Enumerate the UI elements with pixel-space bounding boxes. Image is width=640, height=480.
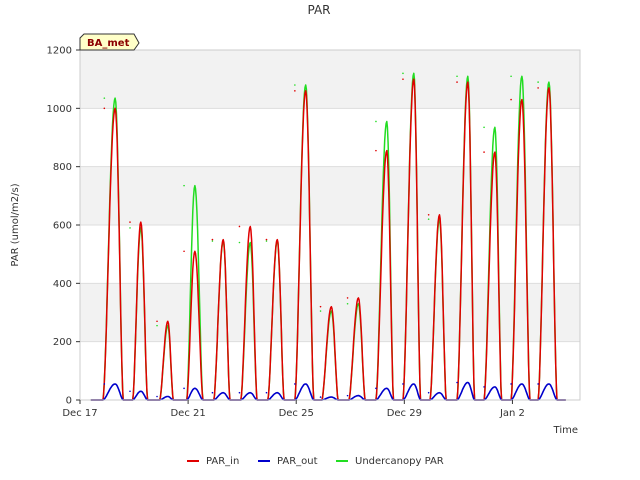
peak-point-out-4 <box>211 391 214 394</box>
peak-point-under-15 <box>510 75 512 78</box>
peak-point-in-3 <box>183 250 185 253</box>
peak-point-under-4 <box>211 240 214 242</box>
peak-point-out-9 <box>346 394 349 397</box>
legend: PAR_in PAR_out Undercanopy PAR <box>187 456 444 467</box>
x-tick-label: Jan 2 <box>499 408 525 419</box>
peak-point-in-7 <box>294 90 296 92</box>
peak-point-out-1 <box>129 390 131 393</box>
peak-point-in-6 <box>265 238 268 241</box>
peak-point-out-14 <box>483 386 485 388</box>
peak-point-out-13 <box>456 381 458 384</box>
y-axis-title: PAR (umol/m2/s) <box>10 183 21 266</box>
x-axis-ticks: Dec 17 Dec 21 Dec 25 Dec 29 Jan 2 <box>62 400 525 419</box>
peak-point-in-8 <box>319 305 322 308</box>
y-tick-label: 800 <box>53 162 72 173</box>
peak-point-under-1 <box>129 227 131 229</box>
par-in-line <box>90 78 566 401</box>
y-tick-label: 1000 <box>47 104 72 115</box>
peak-point-in-10 <box>375 149 377 152</box>
peak-point-out-5 <box>238 391 241 394</box>
peak-point-under-12 <box>427 218 430 220</box>
peak-point-under-7 <box>294 84 296 86</box>
peak-point-under-8 <box>319 310 322 312</box>
peak-point-in-12 <box>427 213 430 216</box>
peak-point-out-2 <box>156 395 158 398</box>
peak-point-out-8 <box>319 396 322 398</box>
peak-point-out-15 <box>510 383 512 385</box>
peak-point-out-10 <box>375 387 377 390</box>
peak-point-under-10 <box>375 120 377 123</box>
legend-label-par-out: PAR_out <box>277 456 318 467</box>
peak-point-in-0 <box>103 107 106 110</box>
peak-point-in-2 <box>156 320 158 323</box>
peak-point-under-0 <box>103 97 106 99</box>
plot-band <box>80 166 580 225</box>
peak-point-in-14 <box>483 151 485 153</box>
par-out-line <box>90 381 566 401</box>
x-tick-label: Dec 17 <box>62 408 97 419</box>
y-tick-label: 0 <box>66 396 72 407</box>
peak-point-in-15 <box>510 98 512 101</box>
peak-point-under-3 <box>183 184 185 187</box>
peak-point-in-4 <box>211 238 214 241</box>
legend-label-undercanopy-par: Undercanopy PAR <box>355 456 444 467</box>
x-tick-label: Dec 21 <box>170 408 205 419</box>
y-axis-ticks: 0 200 400 600 800 1000 1200 <box>47 46 80 407</box>
peak-point-in-11 <box>402 78 404 80</box>
peak-point-in-16 <box>537 87 539 89</box>
peak-point-in-9 <box>346 297 349 299</box>
peak-point-out-0 <box>103 383 106 385</box>
peak-point-under-11 <box>402 72 404 75</box>
badge-label: BA_met <box>87 38 130 49</box>
peak-point-under-5 <box>238 241 241 244</box>
peak-point-out-7 <box>294 383 296 385</box>
peak-point-under-13 <box>456 75 458 78</box>
badge-box <box>79 33 140 51</box>
chart-title: PAR <box>307 3 330 17</box>
peak-point-in-5 <box>238 225 241 228</box>
peak-point-out-3 <box>183 387 185 390</box>
y-tick-label: 400 <box>53 279 72 290</box>
series-par-out <box>90 381 566 401</box>
x-tick-label: Dec 25 <box>279 408 314 419</box>
peak-point-under-16 <box>537 81 539 83</box>
peak-point-under-9 <box>346 302 349 305</box>
plot-band <box>80 50 580 109</box>
peak-point-out-6 <box>265 391 268 394</box>
y-tick-label: 600 <box>53 221 72 232</box>
peak-point-in-1 <box>129 221 131 223</box>
peak-point-in-13 <box>456 81 458 83</box>
peak-point-under-14 <box>483 126 485 129</box>
series-par-in <box>90 78 566 401</box>
y-tick-label: 200 <box>53 337 72 348</box>
badge: BA_met <box>79 33 140 51</box>
peak-point-under-2 <box>156 324 158 327</box>
peak-point-under-6 <box>265 240 268 242</box>
peak-point-out-12 <box>427 391 430 394</box>
x-tick-label: Dec 29 <box>387 408 422 419</box>
y-tick-label: 1200 <box>47 46 72 57</box>
legend-label-par-in: PAR_in <box>206 456 239 467</box>
x-axis-title: Time <box>553 425 578 436</box>
peak-point-out-16 <box>537 383 539 385</box>
peak-point-out-11 <box>402 383 404 385</box>
